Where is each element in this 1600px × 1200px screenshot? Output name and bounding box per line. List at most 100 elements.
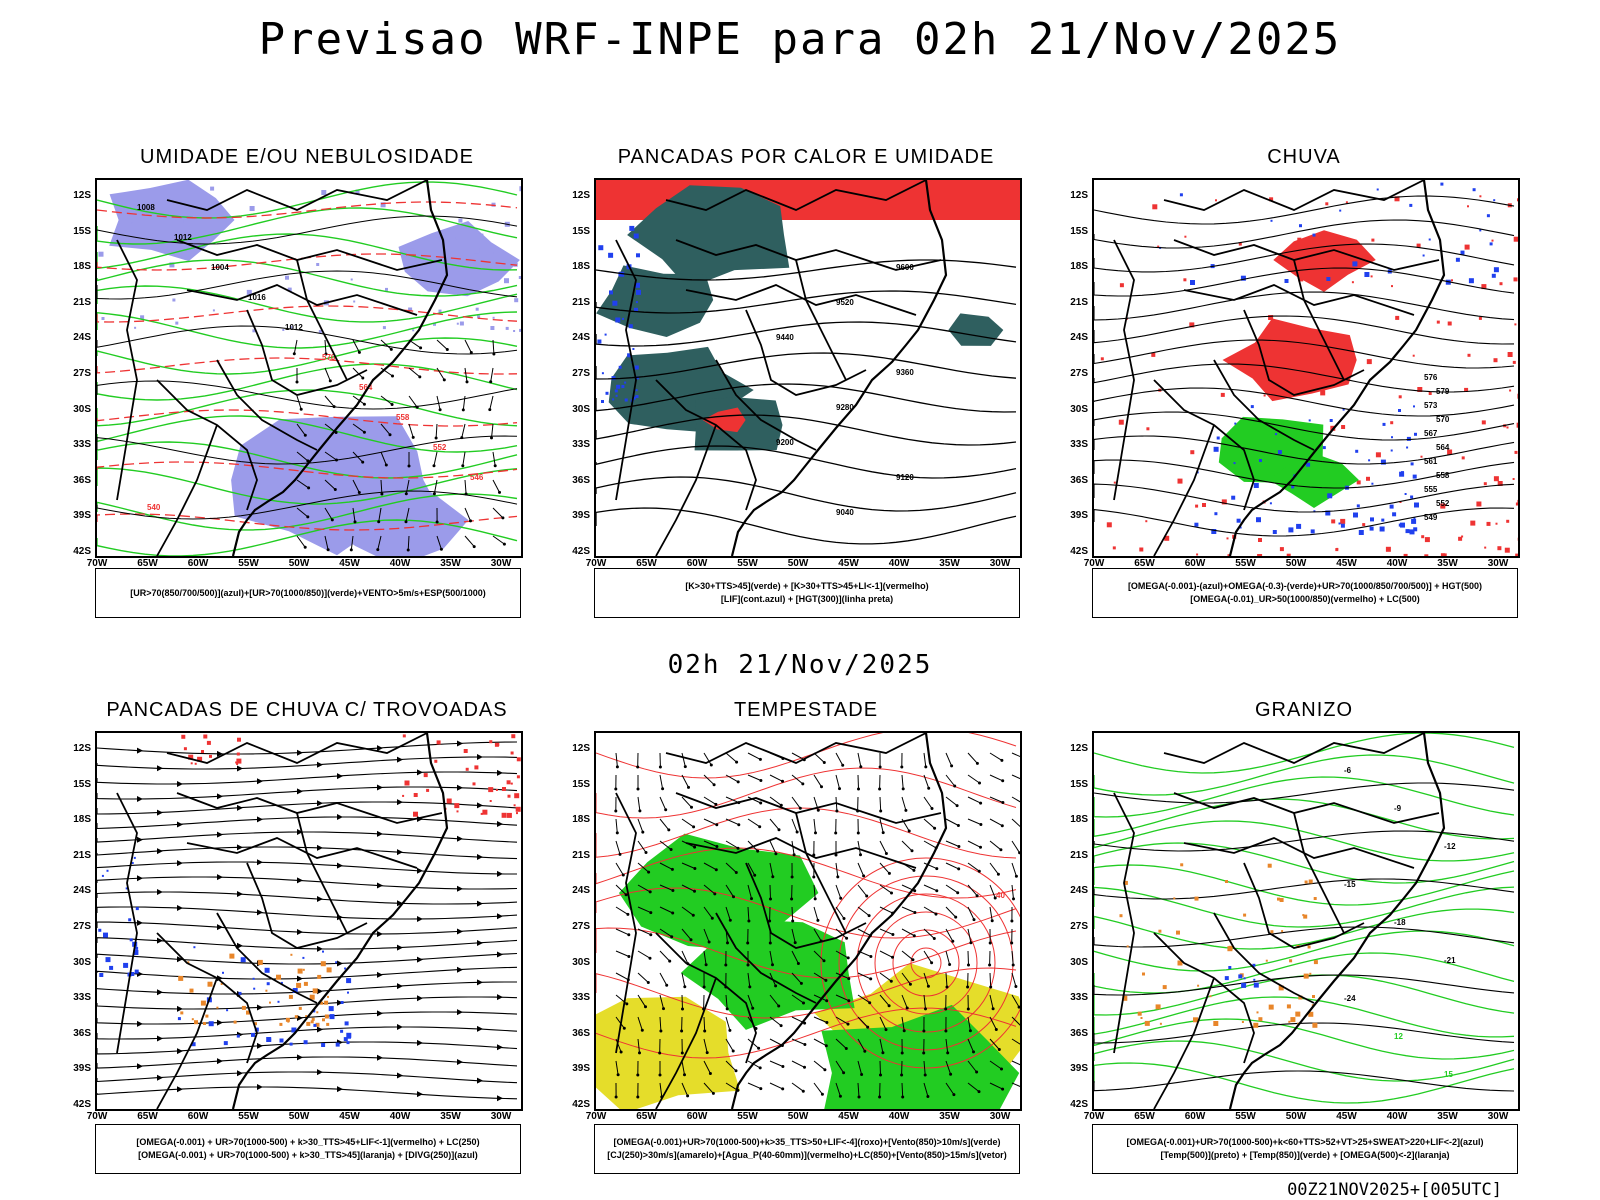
wind-vector bbox=[989, 1082, 1003, 1090]
wind-vector-head bbox=[461, 464, 465, 468]
wind-vector-head bbox=[902, 1029, 906, 1033]
wind-vector bbox=[945, 1082, 955, 1095]
contour-line bbox=[1094, 733, 1515, 774]
lon-tick-label: 30W bbox=[1487, 558, 1509, 569]
field-cell bbox=[1464, 244, 1470, 250]
stream-arrow bbox=[257, 1004, 263, 1011]
field-cell bbox=[635, 389, 638, 392]
wind-vector bbox=[857, 884, 868, 897]
lon-tick-label: 60W bbox=[686, 1111, 708, 1122]
wind-vector-head bbox=[990, 919, 994, 923]
wind-vector-head bbox=[911, 958, 915, 962]
field-cell bbox=[1308, 419, 1311, 422]
field-cell bbox=[1410, 495, 1414, 499]
contour-line bbox=[820, 857, 1020, 1069]
wind-vector-head bbox=[648, 956, 652, 960]
wind-vector bbox=[967, 1016, 971, 1031]
wind-vector-head bbox=[825, 999, 829, 1003]
field-cell bbox=[1370, 517, 1374, 522]
country-border bbox=[655, 932, 757, 1064]
lat-tick-label: 18S bbox=[1070, 261, 1088, 273]
wind-vector-head bbox=[621, 873, 625, 877]
stream-arrow bbox=[297, 877, 303, 884]
wind-vector bbox=[945, 774, 956, 787]
contour-line bbox=[596, 767, 1017, 819]
lon-tick-label: 50W bbox=[288, 1111, 310, 1122]
wind-vector-head bbox=[834, 853, 838, 857]
stream-arrow bbox=[397, 756, 403, 763]
field-cell bbox=[1177, 478, 1183, 484]
wind-vector-head bbox=[725, 1007, 729, 1011]
country-border bbox=[1293, 812, 1345, 934]
wind-vector-head bbox=[407, 464, 411, 468]
wind-vector-head bbox=[977, 869, 981, 873]
wind-vector bbox=[637, 884, 651, 893]
country-border bbox=[615, 792, 637, 1054]
wind-vector-head bbox=[891, 955, 894, 959]
country-border bbox=[156, 977, 218, 1109]
field-cell bbox=[1391, 436, 1393, 439]
lat-tick-label: 42S bbox=[1070, 546, 1088, 557]
field-cell bbox=[288, 994, 293, 999]
wind-vector-head bbox=[835, 809, 839, 813]
field-cell bbox=[1461, 535, 1464, 538]
field-cell bbox=[635, 282, 640, 288]
stream-arrow bbox=[417, 769, 423, 776]
wind-vector-head bbox=[771, 963, 774, 967]
lon-tick-label: 70W bbox=[585, 1111, 607, 1122]
wind-vector-head bbox=[820, 785, 823, 789]
field-cell bbox=[1399, 501, 1402, 503]
wind-vector-head bbox=[502, 542, 506, 546]
field-cell bbox=[316, 263, 320, 266]
field-cell bbox=[1233, 462, 1236, 465]
field-cell bbox=[1417, 387, 1423, 392]
wind-vector-head bbox=[390, 403, 394, 406]
field-cell bbox=[335, 961, 338, 964]
panel-legend: [OMEGA(-0.001) + UR>70(1000-500) + k>30_… bbox=[95, 1124, 521, 1174]
wind-vector-head bbox=[644, 1005, 647, 1009]
contour-label: 564 bbox=[1436, 443, 1450, 452]
field-cell bbox=[1100, 357, 1104, 361]
wind-vector-head bbox=[1014, 874, 1018, 878]
field-cell bbox=[1420, 455, 1423, 458]
country-border bbox=[296, 259, 348, 381]
contour-label: 573 bbox=[1424, 401, 1438, 410]
wind-vector bbox=[352, 507, 356, 522]
field-cell bbox=[229, 953, 235, 959]
field-cell bbox=[1270, 930, 1274, 934]
wind-vector bbox=[769, 818, 780, 831]
contour-line bbox=[596, 290, 1017, 314]
field-cell bbox=[1296, 523, 1302, 529]
wind-vector bbox=[615, 862, 624, 876]
wind-vector bbox=[835, 752, 844, 766]
field-cell bbox=[1481, 420, 1486, 425]
field-cell bbox=[279, 1022, 283, 1026]
field-cell bbox=[605, 391, 609, 395]
lat-tick-label: 39S bbox=[73, 510, 91, 522]
field-cell bbox=[1313, 897, 1317, 900]
field-cell bbox=[134, 326, 137, 329]
wind-vector bbox=[945, 862, 959, 870]
stream-arrow bbox=[377, 1054, 383, 1061]
contour-label: 552 bbox=[433, 443, 447, 452]
stream-arrow bbox=[417, 995, 423, 1002]
country-border bbox=[1243, 309, 1365, 396]
wind-vector-head bbox=[432, 492, 436, 496]
wind-vector-head bbox=[680, 1029, 684, 1033]
field-cell bbox=[404, 780, 410, 786]
field-cell bbox=[169, 262, 175, 268]
wind-vector-head bbox=[881, 1051, 885, 1055]
field-cell bbox=[1144, 1020, 1150, 1026]
field-cell bbox=[1308, 879, 1313, 884]
field-cell bbox=[297, 968, 303, 974]
wind-vector bbox=[464, 367, 468, 382]
lat-tick-label: 21S bbox=[572, 849, 590, 861]
weather-map bbox=[95, 731, 523, 1111]
wind-vector-head bbox=[418, 375, 422, 379]
stream-arrow bbox=[177, 904, 183, 911]
field-cell bbox=[302, 968, 305, 971]
wind-vector bbox=[324, 507, 333, 521]
wind-vector-head bbox=[669, 848, 673, 851]
wind-vector bbox=[769, 1016, 782, 1026]
wind-vector-head bbox=[1001, 801, 1005, 804]
